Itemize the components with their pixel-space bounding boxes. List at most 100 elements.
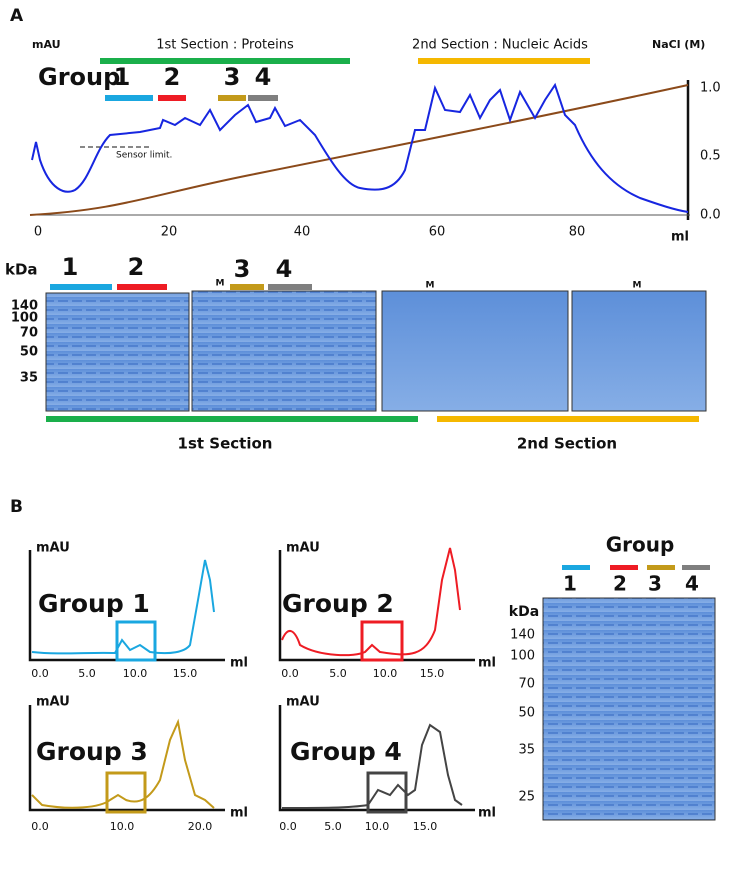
y2-tick-label: 1.0 [700,81,721,96]
axes [28,705,225,812]
axes [278,550,475,662]
y2-label: NaCl (M) [652,38,705,51]
x-tick-label: 10.0 [110,820,135,833]
selection-box [360,620,404,662]
x-label: ml [478,656,496,671]
section-bar [418,58,590,64]
trace [31,718,215,809]
gel [45,292,190,412]
group-bar [647,565,675,570]
section-bar [100,58,350,64]
marker-label: 100 [510,649,535,664]
group-number: 4 [255,63,272,91]
panel-label: A [10,6,24,26]
lane-label: 2 [128,253,145,281]
x-tick-label: 5.0 [324,820,342,833]
x-tick-label: 20 [161,225,178,240]
y-label: mAU [286,695,320,710]
marker-label: 35 [20,371,38,386]
x-label: ml [230,806,248,821]
lane-label: 4 [276,255,293,283]
marker-label: 100 [11,311,38,326]
lane-label: 1 [563,572,577,596]
marker-label: 70 [518,677,535,692]
x-tick-label: 0.0 [279,820,297,833]
panel-label: B [10,497,23,517]
x-tick-label: 10.0 [365,820,390,833]
axes [28,550,225,662]
lane-label: 2 [613,572,627,596]
gel [542,597,716,821]
group-bar [50,284,112,290]
y-label: mAU [36,695,70,710]
absorbance-trace [31,82,689,213]
x-tick-label: 10.0 [123,667,148,680]
axes [278,705,475,812]
trace [31,559,215,655]
selection-box [366,771,408,814]
x-tick-label: 10.0 [373,667,398,680]
marker-lane-label: M [426,281,435,291]
selection-box [105,771,147,814]
group-bar [230,284,264,290]
lane-label: 1 [62,253,79,281]
chart-title: Group 3 [36,737,148,766]
marker-label: 25 [518,790,535,805]
x-tick-label: 20.0 [188,820,213,833]
x-tick-label: 15.0 [420,667,445,680]
gel-unit: kDa [509,604,539,620]
marker-lane-label: M [216,279,225,289]
lane-label: 3 [234,255,251,283]
chart-title: Group 1 [38,589,150,618]
marker-label: 140 [510,628,535,643]
marker-lane-label: M [633,281,642,291]
section-label: 2nd Section : Nucleic Acids [412,38,588,53]
y-label: mAU [36,541,70,556]
group-number: 3 [224,63,241,91]
x-tick-label: 15.0 [173,667,198,680]
x-label: ml [671,230,689,245]
y-label: mAU [32,38,61,51]
section-bar [46,416,418,422]
group-bar [268,284,312,290]
group-bar [117,284,167,290]
x-tick-label: 0.0 [281,667,299,680]
marker-label: 50 [20,345,38,360]
y2-tick-label: 0.0 [700,208,721,223]
group-bar [158,95,186,101]
x-tick-label: 0.0 [31,820,49,833]
x-label: ml [230,656,248,671]
group-bar [218,95,246,101]
group-bar [105,95,153,101]
x-tick-label: 0 [34,225,42,240]
marker-label: 50 [518,706,535,721]
gel-title: Group [606,533,675,557]
group-bar [248,95,278,101]
x-tick-label: 80 [569,225,586,240]
y2-tick-label: 0.5 [700,149,721,164]
gel-unit: kDa [5,261,38,279]
nacl-trace [29,84,689,216]
x-tick-label: 0.0 [31,667,49,680]
y-label: mAU [286,541,320,556]
marker-label: 140 [11,299,38,314]
section-label: 1st Section : Proteins [156,38,294,53]
x-tick-label: 15.0 [413,820,438,833]
chromatogram [28,550,225,662]
group-number: 2 [164,63,181,91]
x-tick-label: 40 [294,225,311,240]
gel [571,290,707,412]
x-tick-label: 5.0 [329,667,347,680]
group-number: 1 [114,63,131,91]
marker-label: 35 [518,743,535,758]
section-bar [437,416,699,422]
x-label: ml [478,806,496,821]
x-tick-label: 5.0 [78,667,96,680]
marker-label: 70 [20,326,38,341]
chromatogram [278,705,475,814]
x-tick-label: 60 [429,225,446,240]
group-bar [562,565,590,570]
section-label: 2nd Section [517,435,617,453]
lane-label: 4 [685,572,699,596]
